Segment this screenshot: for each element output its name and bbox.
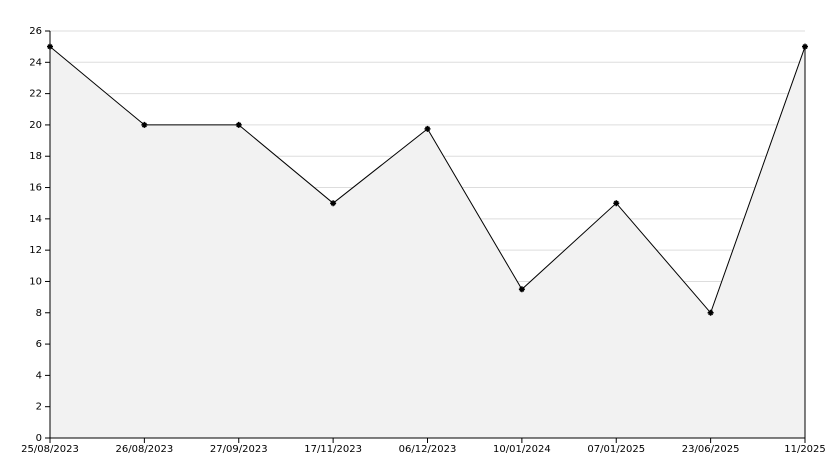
marker	[235, 121, 242, 128]
x-tick-label: 10/01/2024	[493, 444, 551, 455]
y-tick-label: 24	[29, 57, 42, 68]
x-tick-label: 06/12/2023	[399, 444, 457, 455]
x-tick-label: 25/08/2023	[21, 444, 79, 455]
marker	[613, 200, 620, 207]
x-tick-label: 17/11/2023	[304, 444, 362, 455]
marker	[518, 286, 525, 293]
x-tick-label: 27/09/2023	[210, 444, 268, 455]
marker	[141, 121, 148, 128]
x-tick-label: 07/01/2025	[587, 444, 645, 455]
x-tick-label: 23/06/2025	[682, 444, 740, 455]
y-tick-label: 0	[36, 433, 42, 444]
marker	[330, 200, 337, 207]
x-tick-label: 26/08/2023	[116, 444, 174, 455]
marker	[802, 43, 808, 50]
y-tick-label: 22	[29, 89, 42, 100]
y-tick-label: 4	[36, 370, 42, 381]
y-tick-label: 26	[29, 26, 42, 37]
y-tick-label: 18	[29, 151, 42, 162]
y-tick-label: 6	[36, 339, 42, 350]
marker	[707, 309, 714, 316]
y-tick-label: 8	[36, 308, 42, 319]
area	[50, 46, 805, 439]
marker	[424, 125, 431, 132]
y-tick-label: 14	[29, 214, 42, 225]
x-tick-label: 11/2025	[784, 444, 826, 455]
y-tick-label: 10	[29, 276, 42, 287]
y-tick-label: 12	[29, 245, 42, 256]
y-tick-label: 16	[29, 183, 42, 194]
y-tick-label: 2	[36, 402, 42, 413]
y-tick-label: 20	[29, 120, 42, 131]
